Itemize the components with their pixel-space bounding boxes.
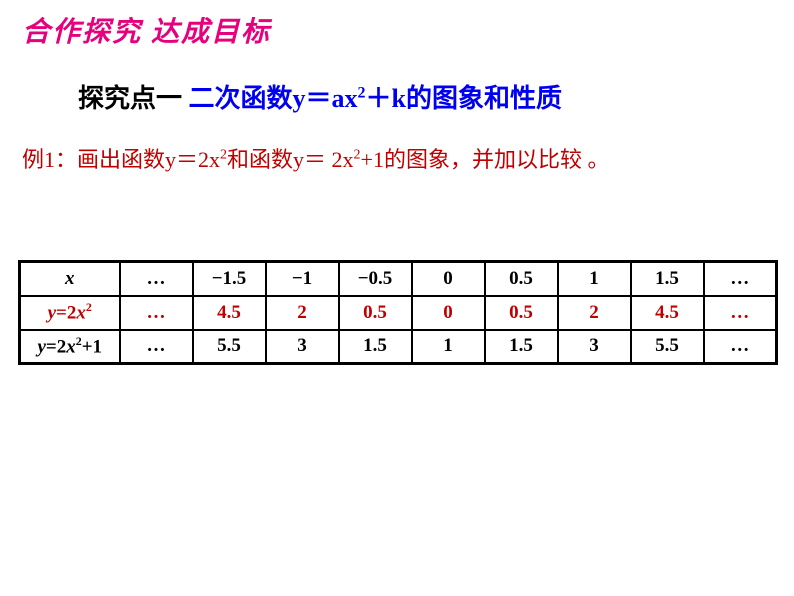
x-label: x bbox=[65, 268, 75, 289]
x-var: x bbox=[66, 336, 76, 357]
row-label-x: x bbox=[20, 262, 120, 296]
y-label: y bbox=[37, 336, 45, 357]
cell: … bbox=[704, 262, 777, 296]
cell: 1 bbox=[412, 330, 485, 364]
eq-suffix: +1 bbox=[82, 336, 102, 357]
cell: 1.5 bbox=[631, 262, 704, 296]
section-label: 探究点一 bbox=[78, 84, 182, 113]
section-topic-suffix: ＋k的图象和性质 bbox=[366, 84, 562, 113]
table-row: y=2x2 … 4.5 2 0.5 0 0.5 2 4.5 … bbox=[20, 296, 777, 330]
cell: … bbox=[120, 262, 193, 296]
cell: 0.5 bbox=[339, 296, 412, 330]
cell: 1.5 bbox=[339, 330, 412, 364]
cell: −0.5 bbox=[339, 262, 412, 296]
example-sup-1: 2 bbox=[220, 148, 227, 163]
cell: 3 bbox=[266, 330, 339, 364]
cell: 2 bbox=[558, 296, 631, 330]
function-table: x … −1.5 −1 −0.5 0 0.5 1 1.5 … y=2x2 … 4… bbox=[18, 260, 776, 365]
example-sup-2: 2 bbox=[354, 148, 361, 163]
eq-part: =2 bbox=[46, 336, 66, 357]
cell: 2 bbox=[266, 296, 339, 330]
cell: −1 bbox=[266, 262, 339, 296]
example-label: 例1： bbox=[22, 147, 77, 172]
row-label-y1: y=2x2 bbox=[20, 296, 120, 330]
x-var: x bbox=[76, 303, 86, 324]
cell: 4.5 bbox=[631, 296, 704, 330]
sup: 2 bbox=[86, 300, 92, 314]
section-topic-sup: 2 bbox=[358, 84, 366, 101]
data-table: x … −1.5 −1 −0.5 0 0.5 1 1.5 … y=2x2 … 4… bbox=[18, 260, 778, 365]
cell: 0 bbox=[412, 296, 485, 330]
y-label: y bbox=[48, 303, 56, 324]
example-text-2: 和函数y＝ 2x bbox=[227, 147, 354, 172]
example-text-1: 画出函数y＝2x bbox=[77, 147, 220, 172]
example-text-3: +1的图象，并加以比较 。 bbox=[361, 147, 610, 172]
cell: −1.5 bbox=[193, 262, 266, 296]
slide-header: 合作探究 达成目标 bbox=[22, 10, 271, 50]
row-label-y2: y=2x2+1 bbox=[20, 330, 120, 364]
cell: … bbox=[120, 296, 193, 330]
cell: 1 bbox=[558, 262, 631, 296]
cell: … bbox=[704, 296, 777, 330]
table-row: y=2x2+1 … 5.5 3 1.5 1 1.5 3 5.5 … bbox=[20, 330, 777, 364]
section-topic-prefix: 二次函数y＝ax bbox=[189, 84, 358, 113]
eq-part: =2 bbox=[56, 303, 76, 324]
cell: 0 bbox=[412, 262, 485, 296]
cell: … bbox=[704, 330, 777, 364]
example-line: 例1：画出函数y＝2x2和函数y＝ 2x2+1的图象，并加以比较 。 bbox=[22, 142, 609, 174]
table-row: x … −1.5 −1 −0.5 0 0.5 1 1.5 … bbox=[20, 262, 777, 296]
cell: 4.5 bbox=[193, 296, 266, 330]
cell: 5.5 bbox=[193, 330, 266, 364]
cell: … bbox=[120, 330, 193, 364]
cell: 5.5 bbox=[631, 330, 704, 364]
cell: 0.5 bbox=[485, 262, 558, 296]
cell: 1.5 bbox=[485, 330, 558, 364]
cell: 0.5 bbox=[485, 296, 558, 330]
cell: 3 bbox=[558, 330, 631, 364]
section-title: 探究点一 二次函数y＝ax2＋k的图象和性质 bbox=[78, 78, 562, 115]
section-topic: 二次函数y＝ax2＋k的图象和性质 bbox=[189, 84, 562, 113]
